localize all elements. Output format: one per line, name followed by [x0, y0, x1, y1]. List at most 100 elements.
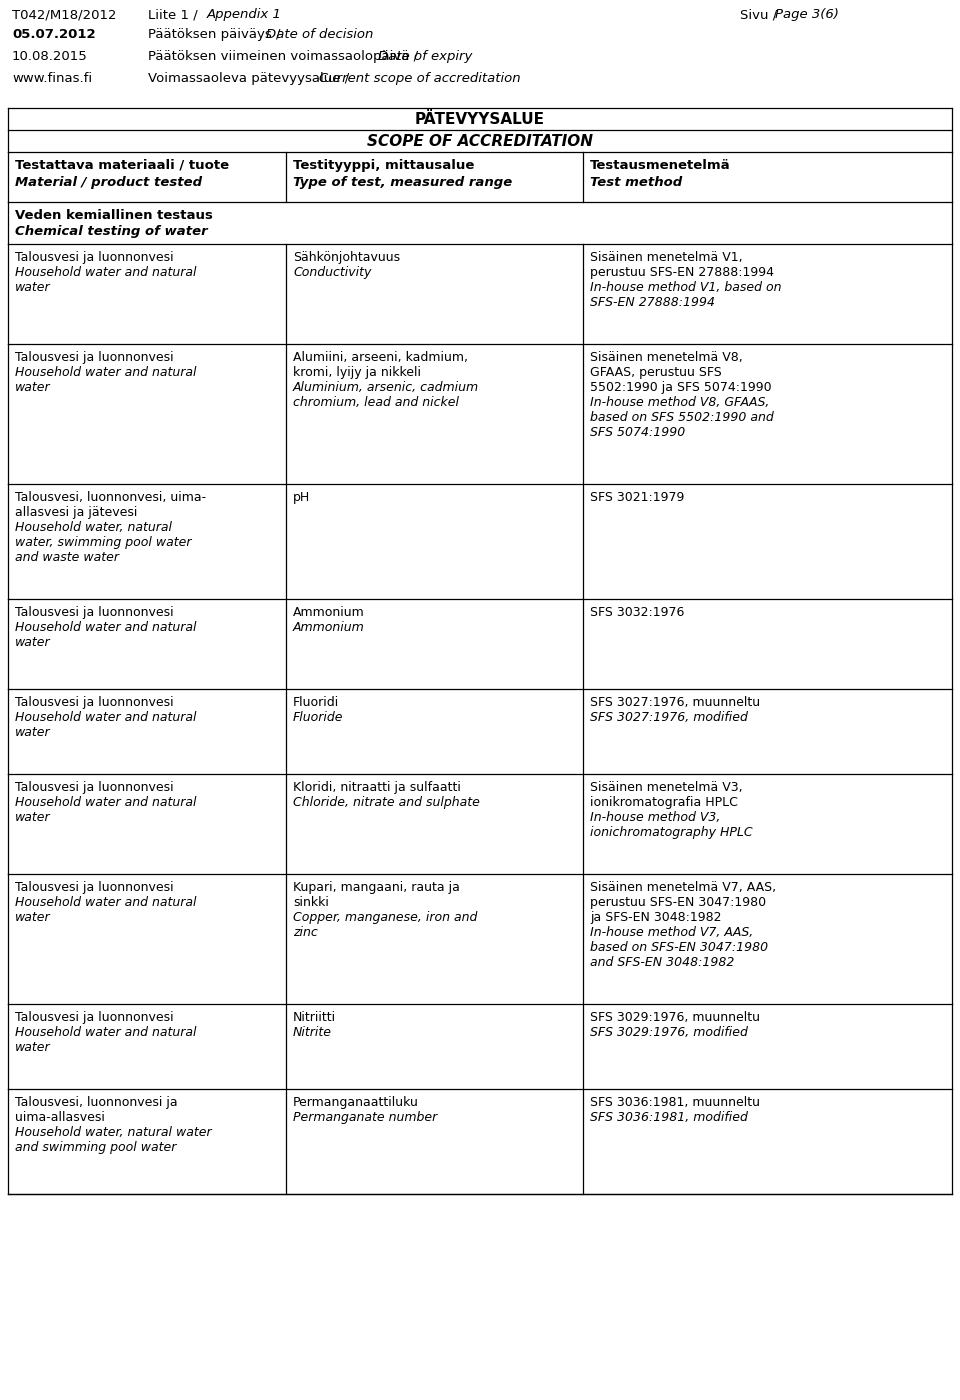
Text: 5502:1990 ja SFS 5074:1990: 5502:1990 ja SFS 5074:1990 [590, 381, 772, 393]
Text: Household water and natural: Household water and natural [15, 365, 197, 379]
Text: Ammonium: Ammonium [293, 622, 365, 634]
Text: Date of decision: Date of decision [266, 28, 373, 41]
Text: In-house method V7, AAS,: In-house method V7, AAS, [590, 925, 754, 939]
Text: ionichromatography HPLC: ionichromatography HPLC [590, 826, 753, 839]
Text: Testausmenetelmä: Testausmenetelmä [590, 160, 731, 172]
Text: Sähkönjohtavuus: Sähkönjohtavuus [293, 251, 400, 265]
Text: kromi, lyijy ja nikkeli: kromi, lyijy ja nikkeli [293, 365, 421, 379]
Text: SFS 3036:1981, modified: SFS 3036:1981, modified [590, 1112, 748, 1124]
Text: ionikromatografia HPLC: ionikromatografia HPLC [590, 797, 738, 809]
Text: Ammonium: Ammonium [293, 606, 365, 619]
Text: Talousvesi ja luonnonvesi: Talousvesi ja luonnonvesi [15, 1011, 174, 1023]
Text: Sisäinen menetelmä V7, AAS,: Sisäinen menetelmä V7, AAS, [590, 881, 776, 895]
Text: Copper, manganese, iron and: Copper, manganese, iron and [293, 911, 477, 924]
Text: Talousvesi, luonnonvesi, uima-: Talousvesi, luonnonvesi, uima- [15, 491, 206, 504]
Text: GFAAS, perustuu SFS: GFAAS, perustuu SFS [590, 365, 722, 379]
Text: Household water and natural: Household water and natural [15, 1026, 197, 1039]
Text: SFS 3029:1976, muunneltu: SFS 3029:1976, muunneltu [590, 1011, 760, 1023]
Text: ja SFS-EN 3048:1982: ja SFS-EN 3048:1982 [590, 911, 722, 924]
Text: Kloridi, nitraatti ja sulfaatti: Kloridi, nitraatti ja sulfaatti [293, 781, 461, 794]
Text: chromium, lead and nickel: chromium, lead and nickel [293, 396, 459, 409]
Text: Nitriitti: Nitriitti [293, 1011, 336, 1023]
Text: SCOPE OF ACCREDITATION: SCOPE OF ACCREDITATION [367, 133, 593, 148]
Text: Päätöksen viimeinen voimassaolopäivä /: Päätöksen viimeinen voimassaolopäivä / [148, 50, 422, 63]
Text: Aluminium, arsenic, cadmium: Aluminium, arsenic, cadmium [293, 381, 479, 393]
Text: Date of expiry: Date of expiry [377, 50, 472, 63]
Text: zinc: zinc [293, 925, 318, 939]
Text: Sivu /: Sivu / [740, 8, 781, 21]
Text: Voimassaoleva pätevyysalue /: Voimassaoleva pätevyysalue / [148, 71, 353, 85]
Text: www.finas.fi: www.finas.fi [12, 71, 92, 85]
Text: Sisäinen menetelmä V1,: Sisäinen menetelmä V1, [590, 251, 743, 265]
Text: Päätöksen päiväys /: Päätöksen päiväys / [148, 28, 285, 41]
Text: SFS 3029:1976, modified: SFS 3029:1976, modified [590, 1026, 748, 1039]
Text: Test method: Test method [590, 176, 683, 189]
Text: Household water and natural: Household water and natural [15, 896, 197, 909]
Text: Conductivity: Conductivity [293, 266, 372, 279]
Text: sinkki: sinkki [293, 896, 329, 909]
Text: Talousvesi ja luonnonvesi: Talousvesi ja luonnonvesi [15, 351, 174, 364]
Text: Talousvesi ja luonnonvesi: Talousvesi ja luonnonvesi [15, 606, 174, 619]
Text: SFS 3032:1976: SFS 3032:1976 [590, 606, 684, 619]
Text: Type of test, measured range: Type of test, measured range [293, 176, 513, 189]
Text: SFS 3036:1981, muunneltu: SFS 3036:1981, muunneltu [590, 1096, 760, 1109]
Text: 10.08.2015: 10.08.2015 [12, 50, 87, 63]
Text: In-house method V1, based on: In-house method V1, based on [590, 281, 781, 294]
Text: Household water, natural: Household water, natural [15, 521, 172, 533]
Text: Nitrite: Nitrite [293, 1026, 332, 1039]
Text: SFS-EN 27888:1994: SFS-EN 27888:1994 [590, 295, 715, 309]
Text: Household water and natural: Household water and natural [15, 711, 197, 724]
Text: Chemical testing of water: Chemical testing of water [15, 225, 207, 238]
Text: Talousvesi ja luonnonvesi: Talousvesi ja luonnonvesi [15, 881, 174, 895]
Text: water: water [15, 911, 51, 924]
Text: In-house method V8, GFAAS,: In-house method V8, GFAAS, [590, 396, 769, 409]
Text: and SFS-EN 3048:1982: and SFS-EN 3048:1982 [590, 956, 734, 969]
Text: Alumiini, arseeni, kadmium,: Alumiini, arseeni, kadmium, [293, 351, 468, 364]
Text: Talousvesi ja luonnonvesi: Talousvesi ja luonnonvesi [15, 251, 174, 265]
Text: Testattava materiaali / tuote: Testattava materiaali / tuote [15, 160, 229, 172]
Text: water: water [15, 727, 51, 739]
Text: Talousvesi ja luonnonvesi: Talousvesi ja luonnonvesi [15, 696, 174, 708]
Text: water: water [15, 636, 51, 650]
Text: SFS 3021:1979: SFS 3021:1979 [590, 491, 684, 504]
Text: Household water and natural: Household water and natural [15, 797, 197, 809]
Text: Sisäinen menetelmä V8,: Sisäinen menetelmä V8, [590, 351, 743, 364]
Text: water, swimming pool water: water, swimming pool water [15, 536, 191, 549]
Text: water: water [15, 281, 51, 294]
Text: Fluoride: Fluoride [293, 711, 344, 724]
Text: Page 3(6): Page 3(6) [776, 8, 839, 21]
Text: based on SFS 5502:1990 and: based on SFS 5502:1990 and [590, 412, 774, 424]
Text: PÄTEVYYSALUE: PÄTEVYYSALUE [415, 112, 545, 126]
Text: uima-allasvesi: uima-allasvesi [15, 1112, 105, 1124]
Text: Sisäinen menetelmä V3,: Sisäinen menetelmä V3, [590, 781, 743, 794]
Text: allasvesi ja jätevesi: allasvesi ja jätevesi [15, 505, 137, 519]
Text: Chloride, nitrate and sulphate: Chloride, nitrate and sulphate [293, 797, 480, 809]
Text: Current scope of accreditation: Current scope of accreditation [319, 71, 520, 85]
Text: In-house method V3,: In-house method V3, [590, 811, 720, 825]
Text: Talousvesi, luonnonvesi ja: Talousvesi, luonnonvesi ja [15, 1096, 178, 1109]
Text: water: water [15, 1042, 51, 1054]
Text: based on SFS-EN 3047:1980: based on SFS-EN 3047:1980 [590, 941, 768, 953]
Text: Liite 1 /: Liite 1 / [148, 8, 202, 21]
Text: Kupari, mangaani, rauta ja: Kupari, mangaani, rauta ja [293, 881, 460, 895]
Text: Appendix 1: Appendix 1 [207, 8, 282, 21]
Text: Household water and natural: Household water and natural [15, 622, 197, 634]
Text: Household water and natural: Household water and natural [15, 266, 197, 279]
Text: water: water [15, 811, 51, 825]
Text: Permanganate number: Permanganate number [293, 1112, 437, 1124]
Text: pH: pH [293, 491, 310, 504]
Text: Household water, natural water: Household water, natural water [15, 1126, 211, 1140]
Text: Talousvesi ja luonnonvesi: Talousvesi ja luonnonvesi [15, 781, 174, 794]
Text: Veden kemiallinen testaus: Veden kemiallinen testaus [15, 209, 213, 223]
Text: perustuu SFS-EN 27888:1994: perustuu SFS-EN 27888:1994 [590, 266, 774, 279]
Text: SFS 5074:1990: SFS 5074:1990 [590, 426, 685, 440]
Text: water: water [15, 381, 51, 393]
Text: and waste water: and waste water [15, 552, 119, 564]
Text: Material / product tested: Material / product tested [15, 176, 203, 189]
Text: and swimming pool water: and swimming pool water [15, 1141, 177, 1154]
Text: SFS 3027:1976, modified: SFS 3027:1976, modified [590, 711, 748, 724]
Text: SFS 3027:1976, muunneltu: SFS 3027:1976, muunneltu [590, 696, 760, 708]
Text: perustuu SFS-EN 3047:1980: perustuu SFS-EN 3047:1980 [590, 896, 766, 909]
Text: Fluoridi: Fluoridi [293, 696, 339, 708]
Text: 05.07.2012: 05.07.2012 [12, 28, 96, 41]
